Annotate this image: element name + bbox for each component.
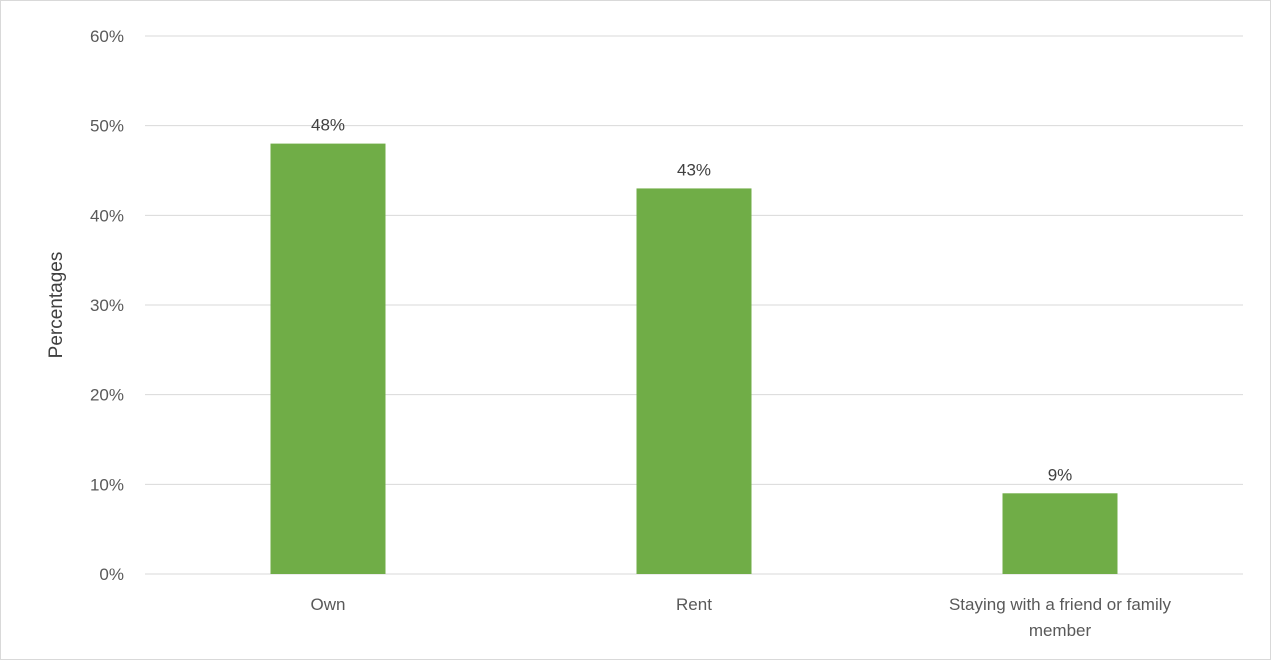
y-tick-label: 60% bbox=[90, 27, 124, 46]
y-tick-label: 50% bbox=[90, 117, 124, 136]
data-label: 9% bbox=[1048, 465, 1073, 484]
data-labels: 48% 43% 9% bbox=[311, 116, 1072, 485]
y-axis-title: Percentages bbox=[46, 252, 67, 359]
y-tick-label: 0% bbox=[99, 565, 124, 584]
y-axis-ticks: 0% 10% 20% 30% 40% 50% 60% bbox=[90, 27, 124, 584]
y-tick-label: 40% bbox=[90, 206, 124, 225]
x-tick-label: Staying with a friend or family member bbox=[949, 595, 1172, 640]
x-axis-ticks: Own Rent Staying with a friend or family me… bbox=[311, 595, 1172, 640]
bar bbox=[636, 188, 752, 574]
data-label: 48% bbox=[311, 116, 345, 135]
bars bbox=[270, 143, 1118, 574]
y-tick-label: 10% bbox=[90, 475, 124, 494]
x-tick-label: Own bbox=[311, 595, 346, 614]
bar bbox=[270, 143, 386, 574]
bar bbox=[1002, 493, 1118, 574]
y-tick-label: 20% bbox=[90, 386, 124, 405]
y-tick-label: 30% bbox=[90, 296, 124, 315]
x-tick-label: Rent bbox=[676, 595, 712, 614]
data-label: 43% bbox=[677, 160, 711, 179]
